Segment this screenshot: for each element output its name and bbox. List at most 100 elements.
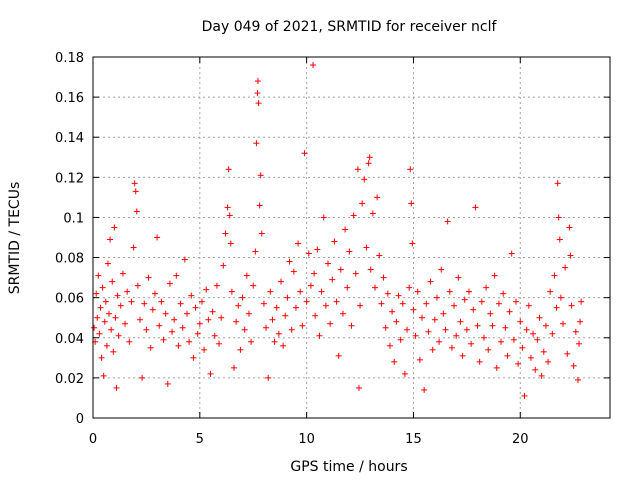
chart-title: Day 049 of 2021, SRMTID for receiver ncl… — [202, 19, 498, 35]
data-point — [102, 298, 109, 305]
data-point — [137, 316, 143, 323]
data-point — [448, 344, 455, 351]
data-point — [209, 308, 216, 315]
data-point — [442, 326, 449, 333]
data-point — [194, 330, 201, 337]
data-point — [114, 292, 121, 299]
data-point — [141, 300, 148, 307]
data-point — [179, 324, 186, 331]
data-point — [231, 364, 237, 371]
data-point — [361, 176, 368, 183]
data-point — [549, 330, 556, 337]
data-point — [425, 328, 432, 335]
data-point — [322, 302, 329, 309]
data-point — [489, 322, 496, 329]
data-point — [557, 294, 564, 301]
data-point — [468, 340, 475, 347]
data-point — [320, 214, 327, 221]
data-point — [433, 294, 440, 301]
data-point — [112, 314, 119, 321]
data-point — [577, 318, 584, 325]
data-point — [350, 212, 357, 219]
data-point — [331, 238, 338, 245]
data-point — [515, 360, 522, 367]
data-point — [97, 304, 104, 311]
data-point — [177, 300, 184, 307]
data-point — [164, 380, 171, 387]
data-point — [213, 282, 220, 289]
data-point — [348, 322, 355, 329]
data-point — [419, 314, 425, 321]
data-point — [521, 392, 528, 399]
data-point — [560, 320, 566, 327]
data-point — [393, 318, 400, 325]
data-point — [329, 276, 336, 283]
data-point — [151, 290, 158, 297]
data-point — [352, 270, 359, 277]
plot-frame — [92, 56, 611, 419]
data-point — [554, 180, 561, 187]
data-point — [366, 154, 373, 161]
data-point — [305, 250, 312, 257]
data-point — [564, 350, 571, 357]
data-point — [160, 336, 167, 343]
data-point — [113, 384, 120, 391]
data-point — [534, 336, 541, 343]
data-point — [404, 326, 411, 333]
data-point — [216, 340, 223, 347]
data-point — [103, 342, 110, 349]
data-point — [198, 298, 205, 305]
data-point — [440, 310, 447, 317]
data-point — [427, 278, 434, 285]
data-point — [354, 166, 361, 173]
data-point — [252, 248, 259, 255]
data-point — [576, 340, 583, 347]
x-tick-label: 15 — [405, 432, 422, 447]
data-point — [192, 304, 199, 311]
data-point — [110, 348, 117, 355]
data-point — [100, 372, 107, 379]
data-point — [399, 300, 406, 307]
data-point — [519, 344, 526, 351]
data-point — [314, 246, 321, 253]
data-point — [205, 316, 212, 323]
data-point — [188, 292, 195, 299]
data-point — [457, 318, 464, 325]
data-point — [346, 248, 353, 255]
data-point — [130, 244, 137, 251]
data-point — [207, 370, 214, 377]
data-point — [128, 298, 135, 305]
data-point — [562, 264, 569, 271]
data-point — [325, 260, 331, 267]
data-point — [369, 210, 376, 217]
data-point — [269, 316, 276, 323]
data-point — [508, 250, 515, 257]
data-point — [408, 200, 415, 207]
data-point — [158, 298, 165, 305]
data-point — [126, 338, 133, 345]
y-tick-label: 0.12 — [55, 171, 84, 186]
data-point — [284, 294, 291, 301]
x-tick-label: 20 — [512, 432, 529, 447]
data-point — [410, 306, 417, 313]
y-tick-label: 0 — [76, 412, 84, 427]
data-point — [184, 310, 190, 317]
y-tick-label: 0.08 — [55, 252, 84, 267]
data-point — [446, 288, 453, 295]
data-point — [295, 240, 302, 247]
data-point — [409, 240, 416, 247]
data-point — [255, 100, 262, 107]
data-point — [500, 290, 507, 297]
data-point — [107, 236, 114, 243]
data-point — [438, 266, 445, 273]
data-point — [98, 354, 105, 361]
data-point — [263, 324, 270, 331]
data-point — [572, 328, 579, 335]
data-point — [504, 352, 511, 359]
data-point — [297, 288, 304, 295]
data-point — [566, 224, 573, 231]
data-point — [156, 322, 163, 329]
data-point — [527, 354, 534, 361]
data-point — [227, 240, 234, 247]
